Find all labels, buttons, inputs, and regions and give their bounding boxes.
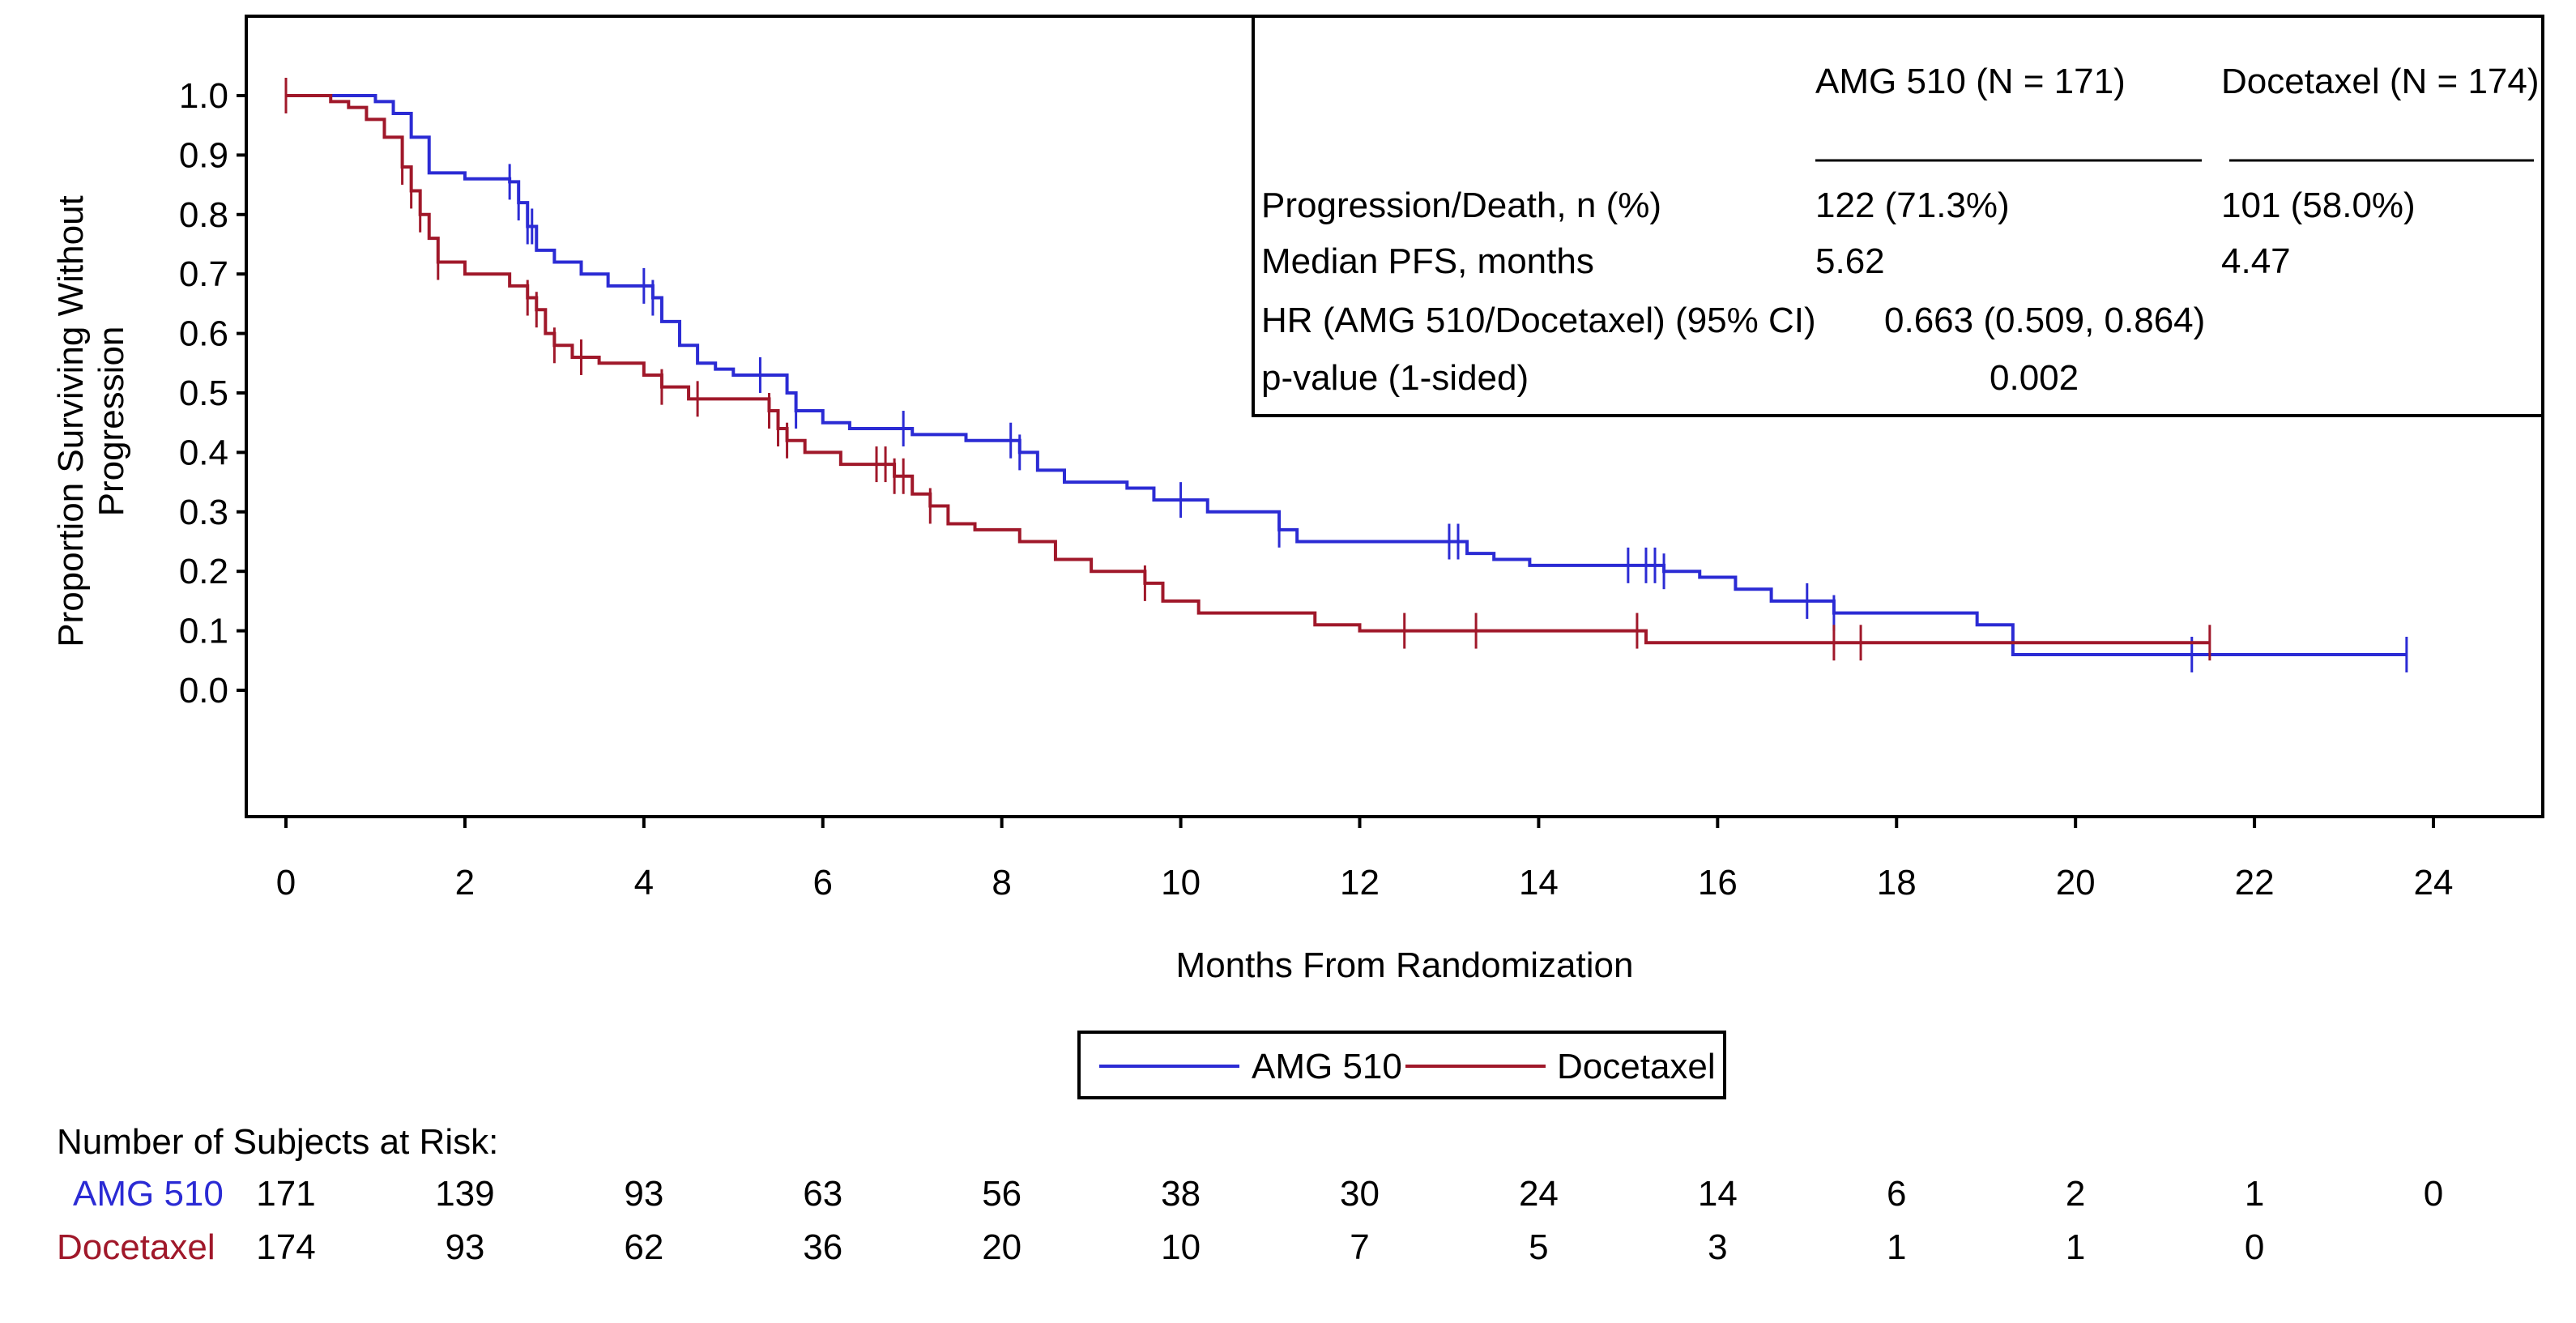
at-risk-label-doc: Docetaxel	[57, 1227, 215, 1267]
inset-row-label: HR (AMG 510/Docetaxel) (95% CI)	[1261, 301, 1816, 340]
inset-row-amg: 5.62	[1815, 241, 1885, 281]
inset-table: AMG 510 (N = 171) Docetaxel (N = 174) Pr…	[1252, 15, 2544, 417]
x-tick-label: 6	[813, 863, 833, 903]
at-risk-value: 5	[1529, 1227, 1548, 1267]
at-risk-value: 6	[1887, 1174, 1906, 1214]
y-tick-label: 0.7	[179, 254, 228, 294]
inset-frame	[1252, 15, 2544, 417]
legend-label-amg: AMG 510	[1252, 1047, 1402, 1086]
y-tick-label: 0.0	[179, 671, 228, 711]
at-risk-value: 63	[803, 1174, 842, 1214]
at-risk-value: 20	[982, 1227, 1021, 1267]
at-risk-value: 62	[624, 1227, 663, 1267]
x-tick-label: 10	[1161, 863, 1201, 903]
inset-row-label: Median PFS, months	[1261, 241, 1594, 281]
at-risk-value: 93	[624, 1174, 663, 1214]
legend-label-doc: Docetaxel	[1557, 1047, 1716, 1086]
y-tick-label: 0.4	[179, 433, 228, 472]
at-risk-title: Number of Subjects at Risk:	[57, 1122, 498, 1162]
at-risk-value: 0	[2424, 1174, 2443, 1214]
at-risk-value: 10	[1161, 1227, 1201, 1267]
inset-col-header-amg: AMG 510 (N = 171)	[1815, 62, 2126, 101]
at-risk-value: 1	[2066, 1227, 2085, 1267]
inset-row-amg: 122 (71.3%)	[1815, 186, 2010, 225]
x-tick-label: 18	[1877, 863, 1917, 903]
x-tick-label: 0	[276, 863, 296, 903]
at-risk-value: 0	[2245, 1227, 2264, 1267]
at-risk-value: 24	[1519, 1174, 1559, 1214]
x-tick-label: 20	[2056, 863, 2096, 903]
inset-row-label: Progression/Death, n (%)	[1261, 186, 1661, 225]
x-tick-label: 2	[455, 863, 475, 903]
y-axis: 1.0 0.9 0.8 0.7 0.6 0.5 0.4 0.3 0.2 0.1 0.0	[179, 76, 248, 711]
y-axis-label-line1: Proportion Surviving Without	[51, 195, 91, 647]
inset-row-label: p-value (1-sided)	[1261, 358, 1529, 398]
x-axis-label: Months From Randomization	[1176, 945, 1634, 985]
y-tick-label: 0.8	[179, 195, 228, 235]
inset-row-value: 0.002	[1990, 358, 2079, 398]
at-risk-value: 14	[1698, 1174, 1738, 1214]
curves	[284, 78, 2408, 672]
inset-row-doc: 4.47	[2221, 241, 2291, 281]
y-tick-label: 0.5	[179, 373, 228, 413]
at-risk-value: 2	[2066, 1174, 2085, 1214]
y-tick-label: 0.9	[179, 135, 228, 175]
at-risk-value: 3	[1708, 1227, 1727, 1267]
inset-col-header-doc: Docetaxel (N = 174)	[2221, 62, 2540, 101]
inset-row-doc: 101 (58.0%)	[2221, 186, 2416, 225]
x-tick-label: 14	[1519, 863, 1559, 903]
at-risk-value: 56	[982, 1174, 1021, 1214]
at-risk-value: 1	[1887, 1227, 1906, 1267]
y-tick-label: 0.1	[179, 612, 228, 651]
at-risk-value: 38	[1161, 1174, 1201, 1214]
y-tick-label: 0.3	[179, 493, 228, 532]
inset-row-value: 0.663 (0.509, 0.864)	[1884, 301, 2205, 340]
x-tick-label: 24	[2414, 863, 2454, 903]
legend: AMG 510 Docetaxel	[1077, 1031, 1726, 1099]
at-risk-value: 7	[1350, 1227, 1369, 1267]
x-axis: 0 2 4 6 8 10 12 14 16 18 20 22 24	[276, 817, 2454, 903]
x-tick-label: 12	[1340, 863, 1380, 903]
at-risk-value: 1	[2245, 1174, 2264, 1214]
at-risk-value: 36	[803, 1227, 842, 1267]
at-risk-value: 171	[256, 1174, 315, 1214]
y-tick-label: 0.6	[179, 314, 228, 354]
at-risk-value: 30	[1340, 1174, 1380, 1214]
x-tick-label: 22	[2235, 863, 2275, 903]
y-axis-label-line2: Progression	[92, 326, 131, 517]
at-risk-label-amg: AMG 510	[73, 1174, 224, 1214]
curve-amg-510	[286, 94, 2407, 656]
at-risk-value: 139	[435, 1174, 494, 1214]
x-tick-label: 4	[634, 863, 654, 903]
y-tick-label: 0.2	[179, 552, 228, 591]
y-tick-label: 1.0	[179, 76, 228, 116]
at-risk-value: 93	[445, 1227, 484, 1267]
curve-docetaxel	[286, 94, 2210, 645]
x-tick-label: 16	[1698, 863, 1738, 903]
at-risk-value: 174	[256, 1227, 315, 1267]
x-tick-label: 8	[992, 863, 1011, 903]
